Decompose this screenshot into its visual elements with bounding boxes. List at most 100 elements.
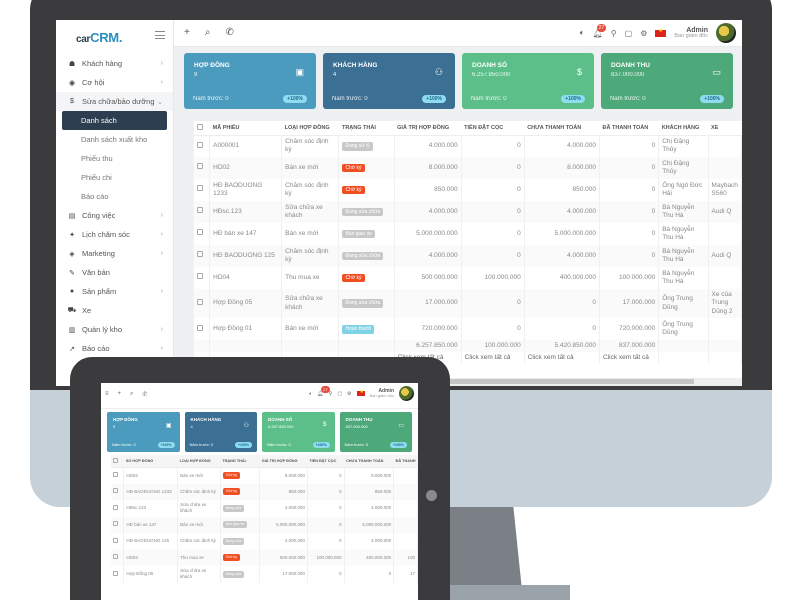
contract-code[interactable]: HĐ bán xe 147 — [209, 223, 283, 245]
microphone-icon[interactable]: ⚲ — [328, 390, 333, 397]
row-checkbox[interactable] — [111, 500, 125, 517]
view-all-link[interactable]: Click xem tất cả — [461, 352, 525, 365]
column-header[interactable]: LOẠI HỢP ĐỒNG — [177, 455, 221, 468]
contract-code[interactable]: HD02 — [209, 157, 283, 179]
row-checkbox[interactable] — [194, 289, 211, 319]
row-checkbox[interactable] — [194, 318, 211, 341]
column-header[interactable]: ĐÃ THANH — [393, 455, 418, 468]
stat-card-1[interactable]: KHÁCH HÀNG 4 Năm trước: 0 +100% ⚇ — [323, 53, 455, 109]
sidebar-item-1[interactable]: ◉ Cơ hội › — [56, 73, 173, 92]
submenu-item-4[interactable]: Báo cáo — [81, 192, 109, 201]
row-checkbox[interactable] — [111, 549, 125, 566]
row-checkbox[interactable] — [111, 566, 125, 583]
hamburger-menu-icon[interactable]: ≡ — [105, 391, 109, 397]
bell-icon[interactable]: 🔔︎ 27 — [317, 385, 330, 397]
table-row[interactable]: HD02 Bán xe mới Chờ ký 8.000.000 0 8.000… — [194, 157, 742, 179]
stat-card-1[interactable]: KHÁCH HÀNG 4 Năm trước: 0 +100% ⚇ — [184, 412, 257, 452]
gear-icon[interactable]: ⚙ — [640, 28, 648, 38]
contract-code[interactable]: HD02 — [123, 467, 179, 484]
sidebar-item-5[interactable]: ◈ Marketing › — [56, 244, 173, 263]
contract-code[interactable]: HD04 — [123, 549, 179, 566]
vietnam-flag-icon[interactable] — [356, 389, 365, 396]
submenu-item-0[interactable]: Danh sách — [62, 111, 167, 130]
view-all-link[interactable]: Click xem tất cả — [599, 352, 660, 365]
contract-code[interactable]: A000001 — [209, 135, 283, 157]
sidebar-item-0[interactable]: ☗ Khách hàng › — [56, 54, 173, 73]
table-row[interactable]: HĐsc.123 Sửa chữa xe khách Đang sửa chữa… — [194, 201, 742, 223]
row-checkbox[interactable] — [111, 533, 125, 550]
column-header[interactable]: CHƯA THANH TOÁN — [524, 121, 600, 136]
stat-card-0[interactable]: HỢP ĐỒNG 9 Năm trước: 0 +100% ▣ — [184, 53, 316, 109]
contract-code[interactable]: HĐsc.123 — [209, 201, 283, 223]
bell-icon[interactable]: 🔔︎ 27 — [592, 23, 607, 38]
avatar[interactable] — [716, 23, 736, 43]
column-header[interactable]: GIÁ TRỊ HỢP ĐỒNG — [259, 455, 308, 468]
user-info[interactable]: Admin Ban giám đốc — [674, 27, 708, 40]
sidebar-item-4[interactable]: ✦ Lịch chăm sóc › — [56, 225, 173, 244]
sidebar-item-2[interactable]: $ Sửa chữa/bảo dưỡng ⌄ — [56, 92, 173, 111]
table-row[interactable]: HD04 Thu mua xe Chờ ký 500.000.000 100.0… — [194, 267, 742, 289]
user-info[interactable]: Admin Ban giám đốc — [369, 388, 394, 398]
contract-code[interactable]: HĐsc.123 — [123, 500, 179, 517]
column-header[interactable]: KHÁCH HÀNG — [658, 121, 709, 136]
column-header[interactable]: TRẠNG THÁI — [338, 121, 395, 136]
hamburger-menu-icon[interactable] — [155, 31, 165, 39]
row-checkbox[interactable] — [194, 135, 211, 157]
phone-icon[interactable]: ✆ — [142, 392, 148, 398]
table-row[interactable]: HĐ BAODUONG 1233 Chăm sóc định kỳ Chờ ký… — [194, 179, 742, 201]
microphone-icon[interactable]: ⚲ — [610, 28, 617, 38]
sidebar-item-6[interactable]: ✎ Văn bản — [56, 263, 173, 282]
stat-card-2[interactable]: DOANH SỐ 6.257.850.000 Năm trước: 0 +100… — [462, 53, 594, 109]
table-row[interactable]: A000001 Chăm sóc định kỳ Đang sử lý 4.00… — [194, 135, 742, 157]
sidebar-item-8[interactable]: ⛟ Xe — [56, 301, 173, 320]
add-icon[interactable]: + — [117, 391, 122, 397]
row-checkbox[interactable] — [194, 157, 211, 179]
submenu-item-2[interactable]: Phiếu thu — [81, 154, 113, 163]
column-header[interactable]: GIÁ TRỊ HỢP ĐỒNG — [394, 121, 462, 136]
speaker-icon[interactable]: 🔈︎ — [579, 28, 585, 37]
column-header[interactable]: TRẠNG THÁI — [220, 455, 260, 468]
row-checkbox[interactable] — [194, 223, 211, 245]
row-checkbox[interactable] — [111, 467, 125, 484]
sidebar-item-7[interactable]: ● Sản phẩm › — [56, 282, 173, 301]
row-checkbox[interactable] — [194, 267, 211, 289]
table-row[interactable]: HĐsc.123 Sửa chữa xe khách Đang sửa 4.00… — [111, 500, 418, 517]
row-checkbox[interactable] — [194, 201, 211, 223]
gear-icon[interactable]: ⚙ — [347, 390, 352, 397]
add-icon[interactable]: + — [184, 27, 190, 38]
column-header[interactable]: LOẠI HỢP ĐỒNG — [281, 121, 339, 136]
contract-code[interactable]: HĐ BAODUONG 1233 — [123, 483, 179, 500]
submenu-item-1[interactable]: Danh sách xuất kho — [81, 135, 148, 144]
stat-card-3[interactable]: DOANH THU 837.000.000 Năm trước: 0 +100%… — [339, 412, 412, 452]
column-header[interactable]: ĐÃ THANH TOÁN — [599, 121, 659, 136]
table-row[interactable]: HĐ BAODUONG 125 Chăm sóc định kỳ Đang sử… — [194, 245, 742, 267]
column-header[interactable]: MÃ PHIẾU — [209, 121, 282, 136]
row-checkbox[interactable] — [111, 483, 125, 500]
submenu-item-3[interactable]: Phiếu chi — [81, 173, 112, 182]
table-row[interactable]: HD02 Bán xe mới Chờ ký 8.000.000 0 8.000… — [111, 467, 418, 484]
contract-code[interactable]: HĐ bán xe 147 — [123, 516, 179, 533]
sidebar-item-3[interactable]: ▤ Công việc › — [56, 206, 173, 225]
table-row[interactable]: Hợp Đồng 01 Bán xe mới Hoàn thành 720.00… — [194, 318, 742, 341]
note-icon[interactable]: ▢ — [337, 390, 343, 397]
contract-code[interactable]: HD04 — [209, 267, 283, 289]
column-header[interactable]: XE — [708, 121, 742, 136]
contract-code[interactable]: HĐ BAODUONG 1233 — [209, 179, 283, 201]
stat-card-2[interactable]: DOANH SỐ 6.257.850.000 Năm trước: 0 +100… — [262, 412, 335, 452]
row-checkbox[interactable] — [194, 245, 211, 267]
sidebar-item-9[interactable]: ▥ Quản lý kho › — [56, 320, 173, 339]
app-logo[interactable]: carCRM. — [76, 29, 123, 45]
phone-icon[interactable]: ✆ — [225, 27, 234, 38]
avatar[interactable] — [399, 386, 414, 401]
contract-code[interactable]: Hợp Đồng 05 — [123, 566, 179, 583]
contract-code[interactable]: HĐ BAODUONG 125 — [209, 245, 283, 267]
table-row[interactable]: HĐ bán xe 147 Bán xe mới Bàn giao xe 5.0… — [111, 516, 418, 533]
table-row[interactable]: HĐ BAODUONG 1233 Chăm sóc định kỳ Chờ ký… — [111, 483, 418, 500]
column-header[interactable]: TIỀN ĐẶT CỌC — [307, 455, 345, 468]
stat-card-0[interactable]: HỢP ĐỒNG 9 Năm trước: 0 +100% ▣ — [107, 412, 180, 452]
row-checkbox[interactable] — [111, 516, 125, 533]
note-icon[interactable]: ▢ — [624, 28, 633, 38]
table-row[interactable]: HĐ bán xe 147 Bán xe mới Bàn giao xe 5.0… — [194, 223, 742, 245]
contract-code[interactable]: HĐ BAODUONG 125 — [123, 533, 179, 550]
table-row[interactable]: HĐ BAODUONG 125 Chăm sóc định kỳ Đang sử… — [111, 533, 418, 550]
